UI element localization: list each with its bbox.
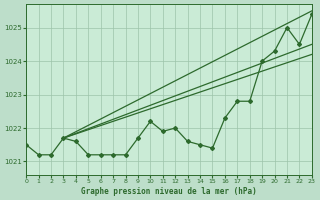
X-axis label: Graphe pression niveau de la mer (hPa): Graphe pression niveau de la mer (hPa) bbox=[81, 187, 257, 196]
